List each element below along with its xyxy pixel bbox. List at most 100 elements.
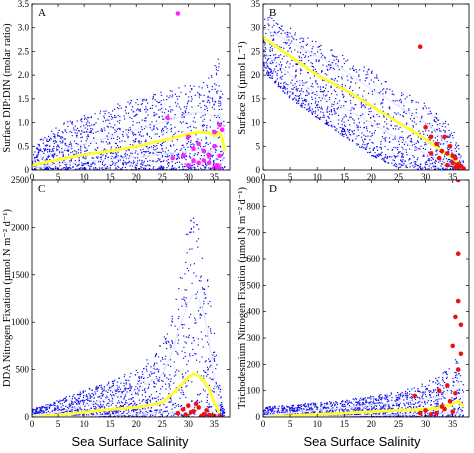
model-point [289,91,291,93]
model-point [190,168,192,170]
model-point [451,159,453,161]
model-point [68,410,70,412]
model-point [159,167,161,169]
model-point [78,393,80,395]
y-tick-label: 30 [251,23,261,33]
observation-point [191,158,196,163]
model-point [58,135,60,137]
model-point [90,407,92,409]
model-point [110,404,112,406]
model-point [301,57,303,59]
model-point [103,406,105,408]
model-point [205,130,207,132]
model-point [155,161,157,163]
model-point [311,98,313,100]
model-point [365,74,367,76]
model-point [82,163,84,165]
model-point [362,401,364,404]
model-point [171,318,173,320]
model-point [40,138,42,140]
model-point [305,55,307,57]
model-point [183,324,185,326]
model-point [296,89,298,91]
y-tick-label: 10 [251,118,261,128]
model-point [131,168,133,170]
plot-area-c [32,217,226,417]
model-point [121,156,123,158]
model-point [360,101,362,104]
model-point [76,127,79,129]
model-point [276,74,278,77]
model-point [455,397,457,399]
model-point [352,96,354,99]
model-point [62,151,64,153]
model-point [80,146,82,148]
model-point [311,113,313,115]
model-point [73,127,75,129]
model-point [102,400,104,402]
model-point [67,410,69,412]
model-point [190,130,192,132]
model-point [272,39,274,42]
model-point [47,410,50,413]
x-tick-label: 15 [106,419,116,429]
model-point [117,114,119,116]
model-point [369,151,372,153]
model-point [358,87,360,89]
model-point [200,167,202,169]
model-point [178,95,180,97]
model-point [170,124,172,126]
model-point [397,112,399,114]
model-point [54,134,56,136]
model-point [152,97,154,99]
model-point [326,100,328,102]
model-point [138,416,140,417]
model-point [394,157,396,159]
model-point [368,68,370,70]
model-point [398,163,400,165]
model-point [118,416,120,417]
model-point [340,107,342,109]
model-point [315,100,317,102]
model-point [59,152,61,154]
model-point [132,139,135,142]
model-point [129,143,131,146]
model-point [51,168,53,170]
model-point [219,404,222,406]
model-point [279,85,281,87]
model-point [53,145,55,147]
model-point [134,409,137,411]
model-point [438,146,440,148]
model-point [455,372,457,374]
model-point [319,45,321,47]
model-point [195,359,198,361]
model-point [444,131,446,133]
model-point [204,371,206,373]
model-point [168,392,170,395]
model-point [450,141,452,144]
model-point [288,413,290,415]
model-point [151,160,154,162]
model-point [263,40,265,42]
model-point [444,156,446,158]
model-point [70,167,72,169]
model-point [132,397,134,399]
model-point [449,166,451,168]
model-point [123,390,125,392]
model-point [443,138,446,140]
model-point [402,153,404,155]
model-point [127,137,129,139]
model-point [141,128,143,131]
model-point [161,380,163,382]
model-point [304,107,306,109]
model-point [333,109,335,111]
model-point [144,165,146,167]
model-point [433,166,435,168]
model-point [269,47,271,49]
model-point [208,152,211,155]
y-tick-label: 0 [25,412,30,422]
model-point [83,408,86,410]
model-point [445,120,447,123]
model-point [223,412,225,414]
model-point [209,366,211,368]
